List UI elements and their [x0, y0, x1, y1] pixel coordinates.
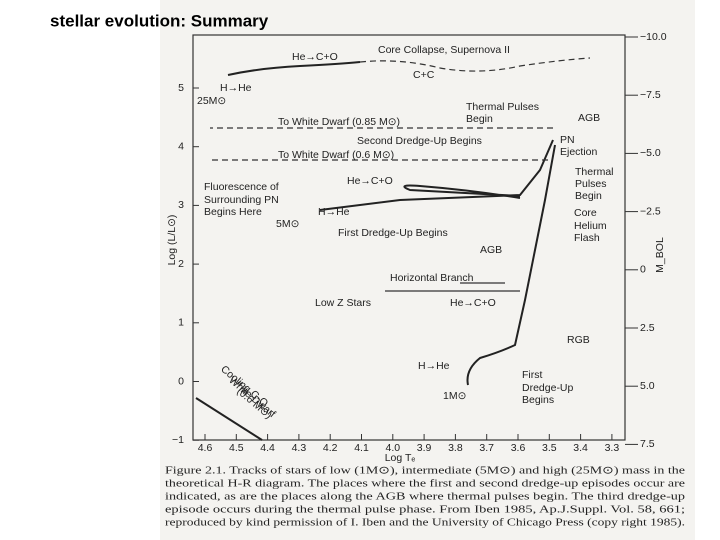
y-tick-label: 2: [178, 258, 184, 270]
annotation: 5M⊙: [276, 218, 300, 230]
annotation: AGB: [578, 112, 600, 124]
annotation: Dredge-Up: [522, 382, 574, 394]
y-tick-label: 5: [178, 82, 184, 94]
right-tick-label: 7.5: [640, 438, 655, 450]
annotation: Begin: [575, 190, 602, 202]
x-axis-label: Log Tₑ: [385, 452, 416, 464]
track-5: [319, 139, 554, 211]
caption-line: theoretical H-R diagram. The places wher…: [165, 478, 685, 489]
right-tick-label: −5.0: [640, 147, 661, 159]
annotation: RGB: [567, 334, 590, 346]
annotation: Begins Here: [204, 206, 262, 218]
annotation: Core Collapse, Supernova II: [378, 44, 510, 56]
annotation: Fluorescence of: [204, 181, 279, 193]
caption-line: Figure 2.1. Tracks of stars of low (1M⊙)…: [165, 465, 685, 476]
annotation: Core: [574, 207, 597, 219]
y-tick-label: 3: [178, 199, 184, 211]
cooling-line: [195, 397, 263, 441]
annotation: Begins: [522, 394, 554, 406]
right-tick-label: −2.5: [640, 205, 661, 217]
y-tick-label: 0: [178, 375, 184, 387]
annotation: First Dredge-Up Begins: [338, 227, 448, 239]
track-1: [466, 144, 556, 386]
plot-frame: [192, 34, 626, 441]
annotation: 1M⊙: [443, 390, 467, 402]
annotation: He→C+O: [292, 51, 338, 63]
x-tick-label: 3.6: [511, 442, 526, 454]
annotation: Surrounding PN: [204, 194, 279, 206]
x-tick-label: 3.8: [448, 442, 463, 454]
x-tick-label: 3.4: [573, 442, 588, 454]
annotation: Thermal: [575, 166, 614, 178]
annotation: Helium: [574, 220, 607, 232]
x-tick-label: 3.3: [605, 442, 620, 454]
annotation: Pulses: [575, 178, 607, 190]
annotation: H→He: [418, 360, 450, 372]
annotation: H→He: [220, 82, 252, 94]
scan-background: [160, 0, 695, 540]
annotation: C+C: [413, 69, 435, 81]
x-tick-label: 4.2: [323, 442, 338, 454]
x-tick-label: 4.4: [260, 442, 275, 454]
right-tick-label: −10.0: [640, 31, 667, 43]
annotation: 25M⊙: [197, 95, 226, 107]
annotation: First: [522, 369, 542, 381]
annotation: Second Dredge-Up Begins: [357, 135, 482, 147]
slide-title: stellar evolution: Summary: [50, 11, 269, 30]
annotation: To White Dwarf (0.85 M⊙): [278, 116, 400, 128]
annotation: Low Z Stars: [315, 297, 371, 309]
y-axis-label: Log (L/L⊙): [166, 215, 178, 266]
annotation: H→He: [318, 206, 350, 218]
annotation: To White Dwarf (0.6 M⊙): [278, 149, 394, 161]
right-tick-label: −7.5: [640, 89, 661, 101]
caption-line: reproduced by kind permission of I. Iben…: [165, 517, 685, 528]
hb-lines: [385, 282, 520, 292]
right-tick-label: 0: [640, 264, 646, 276]
x-tick-label: 4.3: [292, 442, 307, 454]
annotation: Ejection: [560, 146, 598, 158]
annotation: AGB: [480, 244, 502, 256]
x-tick-label: 4.0: [385, 442, 400, 454]
right-axis-label: M_BOL: [654, 237, 666, 273]
y-tick-label: −1: [172, 434, 184, 446]
right-tick-label: 5.0: [640, 380, 655, 392]
annotation: Begin: [466, 113, 493, 125]
annotation: PN: [560, 134, 575, 146]
annotation: Thermal Pulses: [466, 101, 539, 113]
track-5-loop: [403, 184, 521, 199]
x-tick-label: 4.1: [354, 442, 369, 454]
x-tick-label: 4.5: [229, 442, 244, 454]
caption-line: episode occurs during the thermal pulse …: [165, 504, 685, 515]
annotation: He→C+O: [450, 297, 496, 309]
x-tick-label: 3.7: [479, 442, 494, 454]
caption-line: indicated, as are the places along the A…: [165, 491, 685, 502]
y-tick-label: 4: [178, 140, 184, 152]
annotation: He→C+O: [347, 175, 393, 187]
annotation: Flash: [574, 232, 600, 244]
x-tick-label: 4.6: [198, 442, 213, 454]
y-tick-label: 1: [178, 317, 184, 329]
right-tick-label: 2.5: [640, 322, 655, 334]
annotation: Horizontal Branch: [390, 272, 474, 284]
track-25: [227, 61, 361, 76]
x-tick-label: 3.5: [542, 442, 557, 454]
x-tick-label: 3.9: [417, 442, 432, 454]
tracks: [195, 57, 591, 441]
